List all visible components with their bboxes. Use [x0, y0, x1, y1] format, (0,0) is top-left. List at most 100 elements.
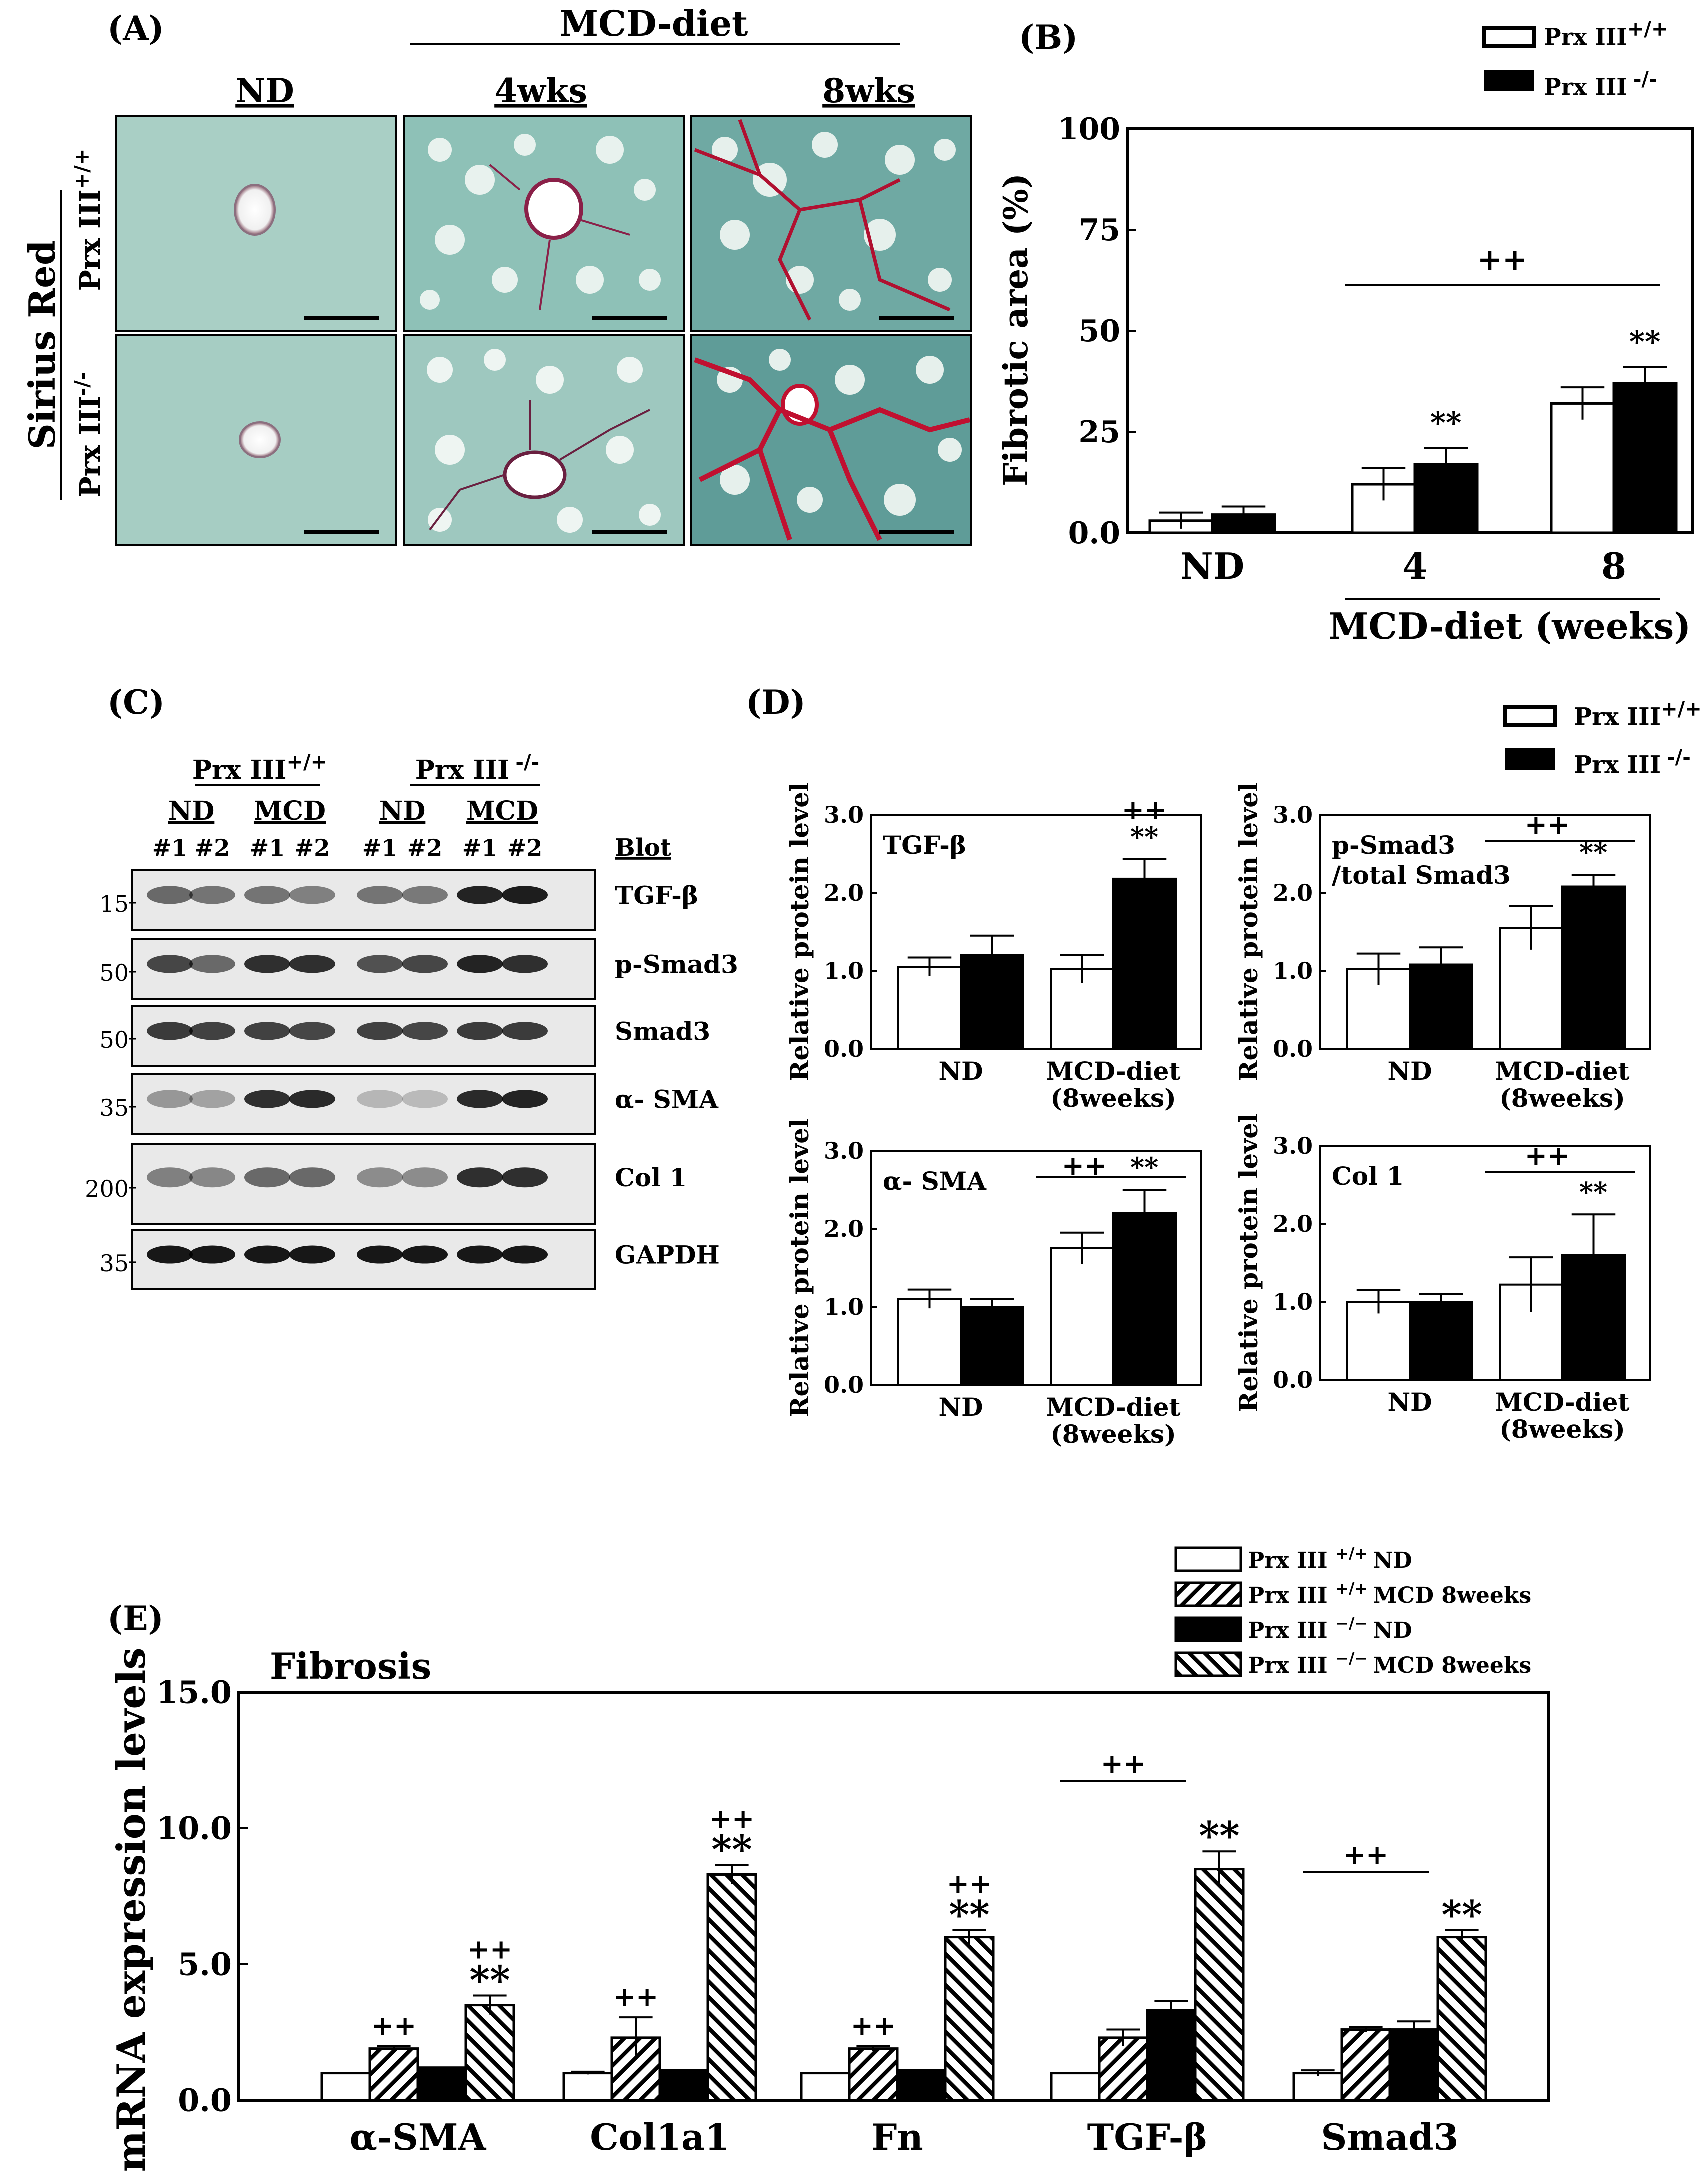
blot-band [357, 1245, 403, 1264]
legend-label-wt: Prx III+/+ [1544, 17, 1668, 50]
x-category-label: ND [938, 1056, 983, 1086]
bar [896, 2069, 947, 2102]
bar [848, 2047, 899, 2102]
significance-stars: ** [1430, 405, 1462, 440]
blot-band [244, 1022, 290, 1040]
blot-band [244, 1167, 290, 1188]
bar [1194, 1868, 1245, 2102]
blot-band [402, 955, 448, 973]
blot-band [289, 1022, 335, 1040]
bar [320, 2072, 371, 2102]
micrograph-wt-4wk [403, 115, 685, 332]
x-category-label: (8weeks) [1499, 1414, 1625, 1444]
blot-band [502, 1022, 548, 1040]
y-tick-label: 75 [1079, 213, 1121, 248]
bar [1612, 382, 1678, 534]
y-axis-label: Relative protein level [785, 1118, 814, 1417]
bar [706, 1873, 757, 2102]
blot-band [502, 1090, 548, 1108]
bar [1409, 1301, 1473, 1381]
blot-lane-label: #1 [462, 834, 498, 861]
y-axis-label: Relative protein level [785, 782, 814, 1081]
panel-a: (A) MCD-diet ND 4wks 8wks Sirius Red Prx… [21, 3, 972, 546]
y-tick-label: 5.0 [178, 1946, 232, 1983]
panel-c-ko-header: Prx III -/- [415, 750, 539, 785]
y-tick-label: 0.0 [1273, 1035, 1313, 1062]
sig-bracket-label: ++ [1525, 808, 1570, 840]
micrograph-wt-nd [115, 115, 397, 332]
blot-band [357, 955, 403, 973]
panel-c: (C) Prx III+/+ Prx III -/- ND MCD ND MCD #1 #2… [85, 683, 738, 1290]
panel-e: (E) Fibrosis Prx III +/+ ND Prx III +/+ MCD… [107, 1544, 1550, 2172]
blot-group-label: ND [168, 796, 215, 826]
blot-lane-label: #2 [507, 834, 543, 861]
legend-label-ko: Prx III -/- [1544, 67, 1657, 100]
x-category-label: (8weeks) [1050, 1419, 1176, 1449]
blot-row-name: α- SMA [615, 1084, 719, 1114]
legend-label: Prx III −/− ND [1248, 1614, 1412, 1643]
blot-band [502, 1245, 548, 1264]
y-tick-label: 100 [1058, 112, 1120, 147]
bar [562, 2072, 613, 2102]
chart-e: 0.05.010.015.0α-SMA Col1a1 Fn TGF-β Smad3++*… [156, 1674, 1550, 2158]
y-tick-label: 2.0 [824, 1215, 864, 1242]
blot-group-label: ND [379, 796, 426, 826]
micrograph-ko-8wk [690, 334, 972, 546]
bar [1292, 2072, 1343, 2102]
blot-band [502, 1167, 548, 1188]
inset-label: p-Smad3 [1332, 830, 1455, 860]
legend-swatch-ko [1484, 70, 1534, 91]
blot-header: Blot [615, 834, 671, 862]
blot-band [457, 886, 503, 904]
blot-band [189, 1090, 235, 1108]
blot-band [147, 1090, 193, 1108]
blot-band [402, 886, 448, 904]
panel-b-ylabel: Fibrotic area (%) [996, 173, 1035, 486]
y-tick-label: 3.0 [824, 1137, 864, 1164]
y-tick-label: 3.0 [1273, 801, 1313, 828]
blot-band [189, 1245, 235, 1264]
bar [1112, 1212, 1177, 1386]
micrograph-ko-4wk [403, 334, 685, 546]
blot-group-label: MCD [254, 796, 326, 826]
y-tick-label: 0.0 [824, 1035, 864, 1062]
panel-e-legend: Prx III +/+ ND Prx III +/+ MCD 8weeks Prx II… [1174, 1544, 1531, 1678]
y-axis-label: Relative protein level [1234, 782, 1263, 1081]
x-category-label: (8weeks) [1050, 1083, 1176, 1113]
panel-b-sig-bracket-label: ++ [1477, 242, 1528, 277]
blot-band [189, 886, 235, 904]
blot-lane-label: #2 [295, 834, 330, 861]
x-category-label: ND [1180, 545, 1244, 587]
significance-stars: ** [1579, 1176, 1607, 1208]
chart-d-tgfb: 0.0 1.0 2.0 3.0 ND MCD-diet(8weeks) Relative p… [785, 782, 1202, 1113]
blot-band [244, 1245, 290, 1264]
y-tick-label: 25 [1079, 415, 1121, 450]
bar [658, 2069, 709, 2102]
panel-a-row-ko-label: Prx III-/- [70, 372, 107, 498]
bar [1340, 2028, 1391, 2102]
significance-stars: ** [1199, 1813, 1240, 1859]
blot-lane-label: #2 [195, 834, 230, 861]
blot-lane-label: #1 [152, 834, 188, 861]
x-category-label: ND [938, 1392, 983, 1422]
y-tick-label: 1.0 [824, 957, 864, 984]
y-tick-label: 50 [1079, 314, 1121, 349]
y-tick-label: 2.0 [1273, 879, 1313, 906]
significance-plus: ++ [1122, 794, 1167, 826]
y-tick-label: 2.0 [824, 879, 864, 906]
inset-label: Col 1 [1332, 1161, 1404, 1191]
blot-band [289, 1090, 335, 1108]
significance-stars: ** [469, 1958, 510, 2003]
significance-plus: ++ [613, 1981, 659, 2013]
significance-plus: ++ [851, 2009, 896, 2041]
panel-e-label: (E) [107, 1599, 164, 1638]
blot-band [147, 955, 193, 973]
y-axis-label: Relative protein level [1234, 1113, 1263, 1412]
x-category-label: (8weeks) [1499, 1083, 1625, 1113]
bar [1050, 2072, 1101, 2102]
panel-a-label: (A) [107, 9, 164, 48]
y-tick-label: 3.0 [824, 801, 864, 828]
blot-band [502, 955, 548, 973]
blot-band [457, 955, 503, 973]
bar [960, 1306, 1024, 1386]
